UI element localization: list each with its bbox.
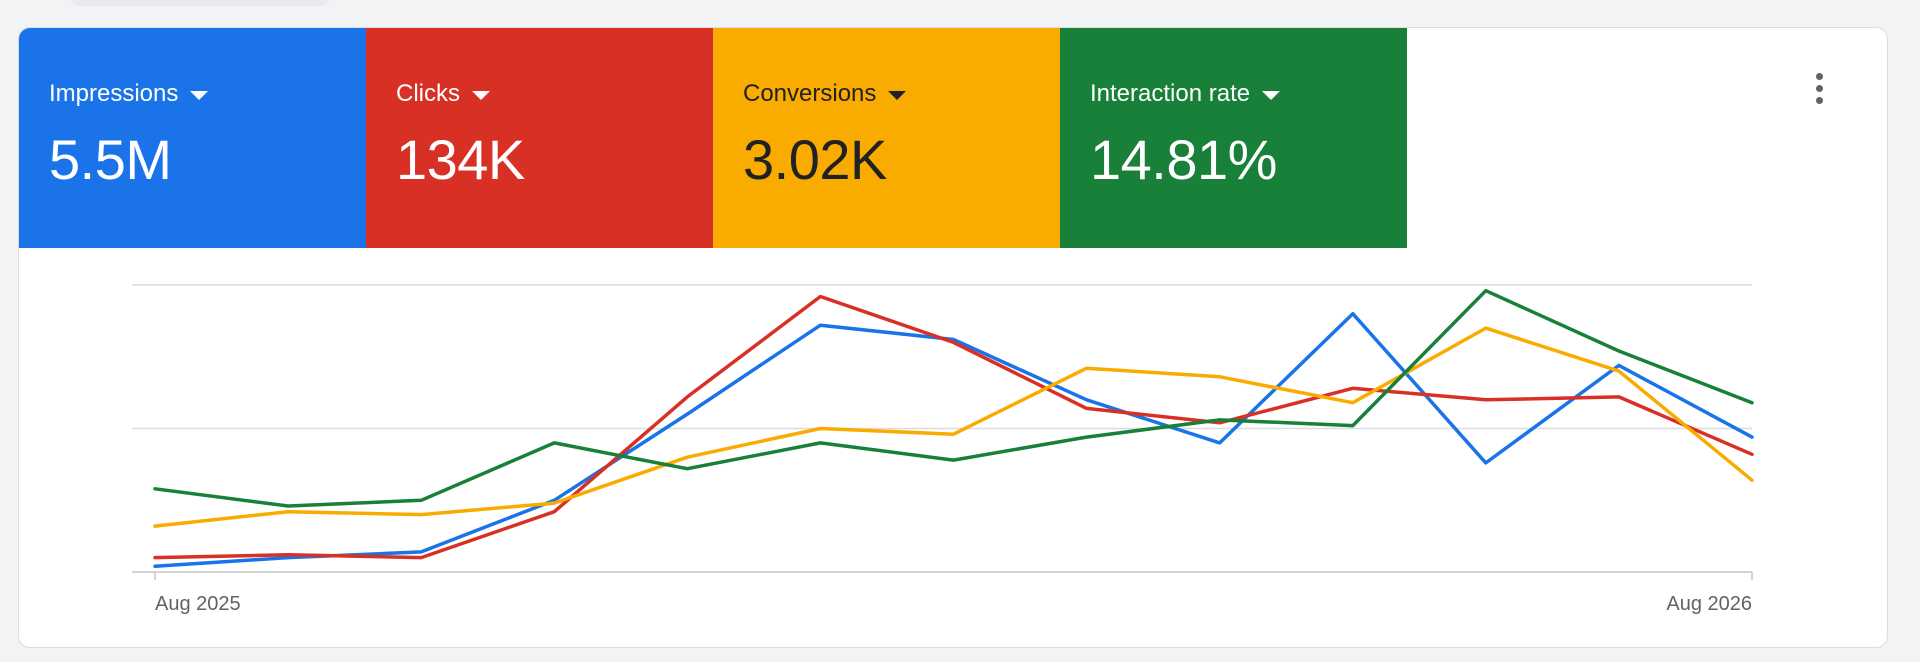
metric-value: 5.5M bbox=[49, 128, 172, 191]
series-line-conversions bbox=[153, 326, 1754, 528]
top-scroll-hint bbox=[70, 0, 330, 6]
metric-tiles: Impressions 5.5M Clicks 134K Conversions… bbox=[19, 28, 1407, 248]
dropdown-caret-icon bbox=[888, 90, 907, 100]
chart-grid bbox=[132, 284, 1753, 580]
dropdown-caret-icon bbox=[472, 90, 490, 100]
metric-value: 3.02K bbox=[743, 128, 887, 191]
metric-selector[interactable]: Interaction rate bbox=[1090, 80, 1407, 108]
series-line-interaction-rate bbox=[153, 288, 1754, 508]
metric-value: 134K bbox=[396, 128, 525, 191]
more-vert-icon bbox=[1815, 72, 1823, 80]
metric-label: Impressions bbox=[49, 80, 179, 107]
metric-selector[interactable]: Conversions bbox=[743, 80, 1060, 108]
more-vert-icon bbox=[1815, 84, 1823, 92]
metric-label: Conversions bbox=[743, 80, 877, 107]
series-line-impressions bbox=[153, 311, 1754, 569]
x-tick-label-start: Aug 2025 bbox=[155, 593, 241, 615]
performance-card: Impressions 5.5M Clicks 134K Conversions… bbox=[18, 27, 1888, 648]
metric-tile-impressions[interactable]: Impressions 5.5M bbox=[19, 28, 366, 248]
metric-value: 14.81% bbox=[1090, 128, 1277, 191]
metric-selector[interactable]: Impressions bbox=[49, 80, 366, 108]
chart-series bbox=[153, 288, 1754, 569]
series-line-clicks bbox=[153, 294, 1754, 560]
x-tick-label-end: Aug 2026 bbox=[1666, 593, 1752, 615]
metric-selector[interactable]: Clicks bbox=[396, 80, 713, 108]
chart-x-axis: Aug 2025 Aug 2026 bbox=[155, 593, 1752, 615]
more-options-button[interactable] bbox=[1799, 66, 1839, 110]
dropdown-caret-icon bbox=[1262, 90, 1281, 100]
metric-tile-interaction-rate[interactable]: Interaction rate 14.81% bbox=[1060, 28, 1407, 248]
line-chart: Aug 2025 Aug 2026 bbox=[132, 284, 1754, 615]
metric-label: Interaction rate bbox=[1090, 80, 1251, 107]
metric-label: Clicks bbox=[396, 80, 460, 107]
metric-tile-conversions[interactable]: Conversions 3.02K bbox=[713, 28, 1060, 248]
dropdown-caret-icon bbox=[190, 90, 209, 100]
more-vert-icon bbox=[1815, 96, 1823, 104]
metric-tile-clicks[interactable]: Clicks 134K bbox=[366, 28, 713, 248]
